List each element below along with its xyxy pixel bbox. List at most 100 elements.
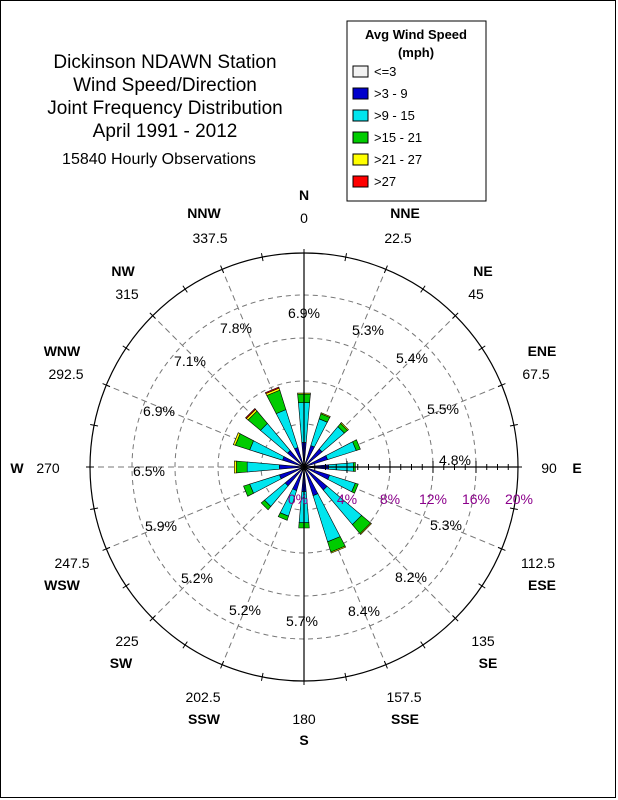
degree-label: 270 [36, 460, 60, 476]
outer-minor-tick [122, 583, 130, 589]
outer-tick [497, 383, 506, 388]
chart-title: Dickinson NDAWN Station Wind Speed/Direc… [47, 52, 283, 168]
outer-tick [149, 615, 156, 622]
outer-tick [383, 660, 388, 669]
outer-tick [452, 615, 459, 622]
wind-bar-segment [340, 422, 349, 431]
direction-percent-label: 6.5% [133, 463, 165, 479]
legend-label: >3 - 9 [374, 86, 408, 101]
title-line-1: Dickinson NDAWN Station [53, 52, 276, 73]
outer-minor-tick [478, 345, 486, 351]
direction-label-se: SE [479, 655, 498, 671]
outer-tick [102, 546, 111, 551]
direction-label-wnw: WNW [44, 343, 81, 359]
wind-bar-segment [351, 482, 359, 494]
legend-label: >21 - 27 [374, 152, 422, 167]
wind-bar-segment [320, 412, 331, 418]
legend-swatch [352, 109, 369, 122]
direction-label-ene: ENE [528, 343, 557, 359]
direction-percent-label: 7.1% [174, 353, 206, 369]
direction-label-sw: SW [110, 655, 133, 671]
legend-title: Avg Wind Speed [365, 27, 467, 42]
radial-scale-label: 16% [462, 491, 490, 507]
wind-bar-segment [232, 432, 241, 446]
direction-percent-label: 5.3% [430, 517, 462, 533]
wind-bar-segment [264, 386, 280, 394]
outer-minor-tick [509, 507, 518, 511]
direction-percent-label: 6.9% [143, 403, 175, 419]
wind-bar-segment [236, 460, 248, 474]
direction-percent-label: 5.2% [181, 570, 213, 586]
outer-tick [497, 546, 506, 551]
direction-label-nne: NNE [390, 205, 420, 221]
degree-label: 112.5 [521, 555, 555, 571]
legend-label: >9 - 15 [374, 108, 415, 123]
outer-tick [102, 383, 111, 388]
legend-swatch [352, 131, 369, 144]
legend-swatch [352, 175, 369, 188]
wind-bar-segment [330, 545, 347, 554]
degree-label: 180 [292, 711, 316, 727]
outer-minor-tick [478, 583, 486, 589]
wind-bar-segment [234, 460, 237, 474]
outer-minor-tick [122, 345, 130, 351]
direction-percent-label: 5.7% [286, 613, 318, 629]
legend: Avg Wind Speed (mph) <=3 >3 - 9 >9 - 15 >15… [346, 20, 487, 202]
outer-tick [383, 265, 388, 274]
degree-label: 315 [115, 286, 139, 302]
chart-subtitle: 15840 Hourly Observations [62, 151, 256, 168]
degree-label: 157.5 [386, 689, 421, 705]
outer-minor-tick [182, 641, 188, 649]
degree-label: 0 [300, 210, 308, 226]
radial-scale-label: 20% [505, 491, 533, 507]
outer-minor-tick [260, 253, 264, 262]
outer-minor-tick [420, 641, 426, 649]
degree-label: 67.5 [522, 366, 549, 382]
degree-label: 202.5 [185, 689, 220, 705]
degree-label: 337.5 [192, 230, 227, 246]
direction-label-n: N [299, 187, 309, 203]
legend-subtitle: (mph) [398, 45, 434, 60]
direction-label-wsw: WSW [44, 577, 81, 593]
legend-label: >15 - 21 [374, 130, 422, 145]
wind-bar-segment [246, 461, 280, 473]
direction-percent-label: 8.2% [395, 569, 427, 585]
legend-swatch [352, 87, 369, 100]
radial-scale-label: 12% [419, 491, 447, 507]
title-line-4: April 1991 - 2012 [93, 121, 238, 142]
degree-label: 247.5 [54, 555, 89, 571]
outer-tick [452, 312, 459, 319]
direction-label-w: W [10, 460, 24, 476]
direction-label-nnw: NNW [187, 205, 221, 221]
direction-label-ne: NE [473, 263, 492, 279]
outer-tick [149, 312, 156, 319]
radial-scale-label: 8% [380, 491, 400, 507]
direction-label-nw: NW [111, 263, 135, 279]
legend-label: <=3 [374, 64, 396, 79]
direction-percent-label: 7.8% [220, 320, 252, 336]
outer-tick [220, 660, 225, 669]
direction-percent-label: 5.9% [145, 518, 177, 534]
wind-bar-segment [260, 499, 272, 511]
direction-percent-label: 6.9% [288, 305, 320, 321]
direction-percent-label: 5.4% [396, 350, 428, 366]
degree-label: 22.5 [384, 230, 411, 246]
legend-swatch [352, 65, 369, 78]
direction-percent-label: 8.4% [348, 603, 380, 619]
degree-label: 90 [541, 460, 557, 476]
outer-minor-tick [260, 672, 264, 681]
direction-label-e: E [572, 460, 581, 476]
legend-label: >27 [374, 174, 396, 189]
outer-minor-tick [344, 253, 348, 262]
outer-minor-tick [182, 285, 188, 293]
direction-label-ese: ESE [528, 577, 556, 593]
radial-scale-label: 4% [337, 491, 357, 507]
degree-label: 292.5 [48, 366, 83, 382]
outer-tick [220, 265, 225, 274]
wind-bar-segment [279, 464, 302, 470]
wind-bar-segment [352, 439, 361, 451]
outer-minor-tick [509, 423, 518, 427]
title-line-2: Wind Speed/Direction [73, 75, 257, 96]
